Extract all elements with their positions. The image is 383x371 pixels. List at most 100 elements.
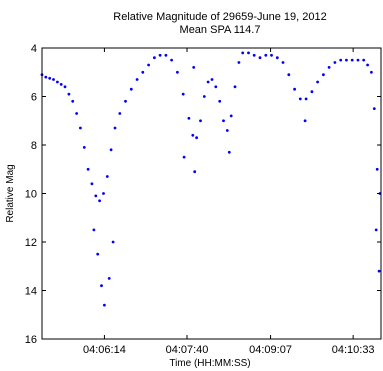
data-point bbox=[109, 148, 113, 152]
data-point bbox=[75, 112, 78, 115]
y-tick-label: 4 bbox=[31, 43, 37, 55]
plot-area-frame bbox=[41, 47, 382, 340]
data-point bbox=[96, 252, 100, 256]
data-point bbox=[333, 61, 337, 64]
data-point bbox=[48, 76, 52, 80]
data-point bbox=[227, 150, 231, 154]
y-tick-label: 16 bbox=[25, 334, 37, 346]
data-point bbox=[316, 80, 319, 84]
x-axis: 04:06:14 04:07:40 04:09:07 04:10:33 bbox=[83, 48, 375, 356]
data-point bbox=[111, 240, 115, 244]
data-point bbox=[90, 182, 94, 186]
data-point bbox=[350, 58, 354, 62]
data-point bbox=[375, 167, 379, 171]
y-tick-label: 10 bbox=[25, 189, 37, 201]
data-point bbox=[322, 73, 325, 77]
chart-title: Relative Magnitude of 29659-June 19, 201… bbox=[113, 11, 326, 23]
data-point bbox=[102, 192, 105, 195]
data-point bbox=[287, 73, 291, 77]
data-point bbox=[176, 70, 179, 74]
data-point bbox=[258, 56, 262, 60]
data-point bbox=[52, 78, 55, 81]
x-tick-label: 04:07:40 bbox=[166, 344, 209, 356]
data-point bbox=[59, 83, 63, 86]
data-point bbox=[218, 99, 222, 103]
x-axis-label: Time (HH:MM:SS) bbox=[169, 358, 250, 369]
data-point bbox=[98, 199, 101, 203]
data-point bbox=[63, 85, 67, 89]
data-point bbox=[370, 70, 373, 74]
data-point bbox=[356, 58, 360, 62]
y-tick-label: 12 bbox=[25, 237, 37, 249]
data-point bbox=[113, 126, 117, 130]
data-point bbox=[202, 95, 206, 98]
data-point bbox=[141, 70, 145, 74]
data-point bbox=[195, 136, 199, 140]
data-point bbox=[182, 155, 186, 159]
data-point bbox=[233, 85, 237, 89]
data-point bbox=[187, 116, 191, 120]
data-point bbox=[158, 53, 162, 57]
data-point bbox=[94, 194, 98, 198]
data-point bbox=[270, 53, 273, 57]
data-point bbox=[310, 90, 314, 94]
data-point bbox=[193, 170, 197, 174]
data-point bbox=[118, 112, 122, 115]
data-point bbox=[92, 228, 96, 232]
data-point bbox=[170, 58, 174, 62]
data-point bbox=[345, 58, 348, 62]
data-point bbox=[135, 78, 139, 81]
data-point bbox=[103, 303, 106, 307]
data-point bbox=[264, 53, 268, 57]
chart-subtitle: Mean SPA 114.7 bbox=[180, 24, 261, 36]
data-point bbox=[222, 119, 225, 123]
data-point bbox=[71, 99, 75, 103]
data-point bbox=[129, 87, 133, 91]
data-point bbox=[86, 167, 90, 171]
data-point bbox=[304, 97, 308, 101]
data-point bbox=[199, 119, 202, 123]
y-axis-label: Relative Mag bbox=[5, 164, 16, 222]
x-tick-label: 04:06:14 bbox=[83, 344, 126, 356]
data-point bbox=[377, 269, 381, 273]
data-point bbox=[100, 284, 103, 288]
data-point bbox=[79, 126, 82, 130]
data-point bbox=[214, 85, 218, 89]
data-point bbox=[374, 228, 378, 232]
data-point bbox=[210, 78, 214, 81]
data-point bbox=[293, 87, 296, 91]
data-point bbox=[153, 56, 156, 60]
data-point bbox=[362, 58, 366, 62]
x-tick-label: 04:09:07 bbox=[249, 344, 292, 356]
y-tick-label: 8 bbox=[31, 140, 37, 152]
data-point bbox=[247, 51, 250, 55]
data-point bbox=[339, 58, 343, 62]
y-tick-label: 6 bbox=[31, 92, 37, 104]
y-axis: 4 6 8 10 12 14 16 bbox=[25, 43, 381, 346]
data-point bbox=[147, 63, 151, 67]
data-point bbox=[56, 80, 59, 84]
data-point bbox=[281, 61, 285, 64]
data-point bbox=[191, 133, 195, 137]
data-point bbox=[237, 61, 241, 64]
data-point bbox=[252, 53, 256, 57]
data-point bbox=[275, 56, 279, 60]
data-point bbox=[298, 97, 302, 101]
data-point bbox=[164, 53, 168, 57]
data-point bbox=[225, 129, 229, 132]
data-point bbox=[107, 277, 111, 280]
data-point bbox=[327, 66, 331, 69]
data-point bbox=[372, 107, 376, 110]
data-point bbox=[181, 92, 185, 96]
data-points bbox=[40, 51, 382, 307]
data-point bbox=[67, 92, 71, 96]
data-point bbox=[192, 66, 196, 69]
y-tick-label: 14 bbox=[25, 286, 37, 298]
data-point bbox=[303, 119, 307, 123]
data-point bbox=[124, 99, 127, 103]
data-point bbox=[366, 63, 369, 67]
data-point bbox=[82, 146, 86, 149]
data-point bbox=[229, 114, 233, 118]
data-point bbox=[105, 175, 109, 178]
